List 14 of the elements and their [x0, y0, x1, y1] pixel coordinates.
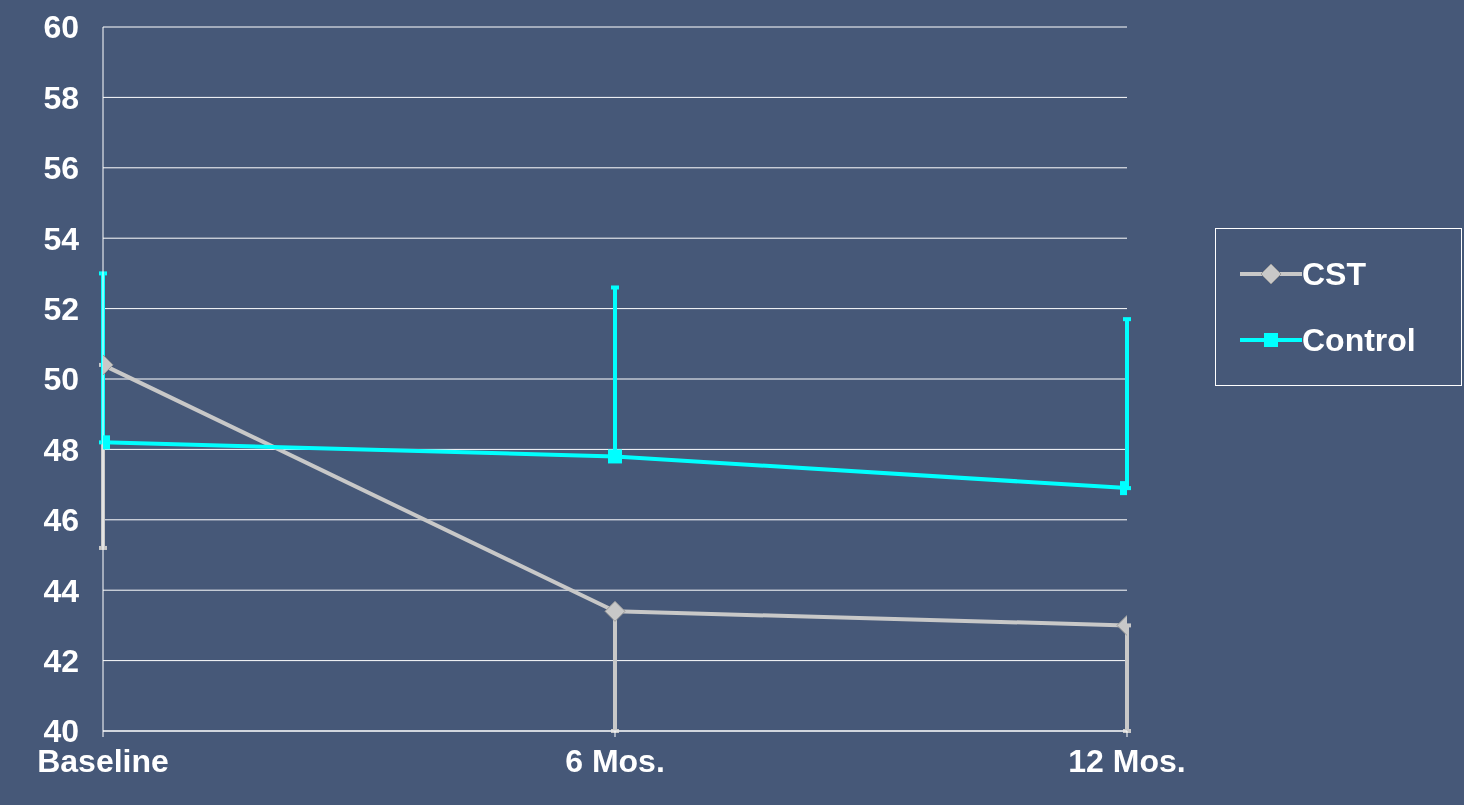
y-tick-label: 46	[43, 502, 79, 539]
legend-label: Control	[1302, 321, 1416, 359]
y-tick-label: 48	[43, 431, 79, 468]
legend-label: CST	[1302, 255, 1366, 293]
x-tick-label: 12 Mos.	[1068, 742, 1186, 779]
y-tick-label: 56	[43, 150, 79, 187]
y-tick-label: 52	[43, 290, 79, 327]
x-tick-label: 6 Mos.	[565, 742, 665, 779]
y-tick-label: 58	[43, 79, 79, 116]
y-tick-label: 60	[43, 9, 79, 46]
y-tick-label: 42	[43, 642, 79, 679]
y-tick-label: 44	[43, 572, 80, 609]
y-tick-label: 50	[43, 361, 79, 398]
y-tick-label: 54	[43, 220, 80, 257]
